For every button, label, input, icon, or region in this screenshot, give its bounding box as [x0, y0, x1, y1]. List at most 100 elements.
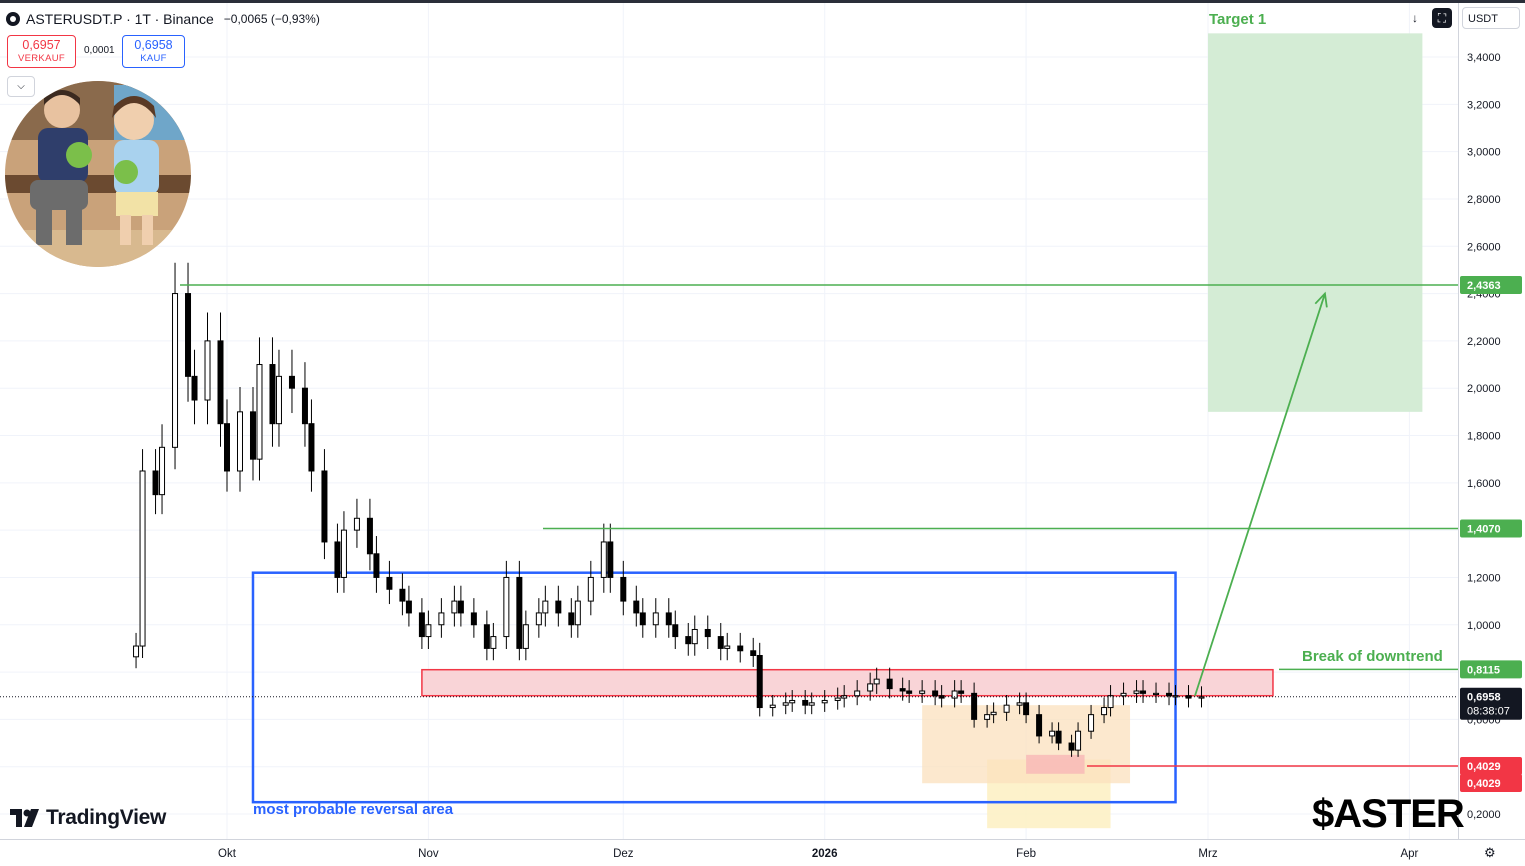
fullscreen-button[interactable]: ⛶: [1432, 8, 1452, 28]
candle-body: [386, 576, 393, 590]
candle-body: [607, 541, 614, 578]
time-tick-label: Apr: [1400, 848, 1418, 860]
candle-body: [1068, 742, 1075, 751]
candle-body: [873, 678, 880, 685]
candle-body: [457, 600, 464, 614]
candle-body: [399, 588, 406, 602]
chevron-down-icon: ⌵: [17, 81, 25, 92]
candle-body: [152, 470, 159, 496]
candle-body: [1049, 730, 1056, 737]
download-button[interactable]: ↓: [1405, 8, 1425, 28]
chart-zones: [251, 33, 1423, 829]
price-tick-label: 2,8000: [1467, 194, 1501, 206]
price-tick-label: 1,8000: [1467, 431, 1501, 443]
reversal-area-label: most probable reversal area: [253, 801, 454, 818]
sell-label: VERKAUF: [18, 53, 65, 64]
candle-body: [139, 470, 146, 647]
breakout-arrow-line: [1194, 293, 1326, 696]
tradingview-logo[interactable]: TradingView: [10, 806, 166, 830]
tradingview-logo-text: TradingView: [46, 806, 167, 829]
time-tick-label: Okt: [218, 848, 237, 860]
last-price-label: 0,6958: [1467, 692, 1501, 704]
buy-price: 0,6958: [134, 38, 173, 52]
tradingview-logo-icon: [10, 809, 39, 827]
price-line-tag: [1460, 519, 1522, 538]
candle-body: [971, 692, 978, 720]
candle-body: [802, 699, 809, 706]
price-chart[interactable]: 0,20000,40000,60000,80001,00001,20001,40…: [0, 3, 1525, 866]
candle-body: [685, 636, 692, 645]
red-low-zone: [1026, 754, 1085, 774]
candle-body: [652, 612, 659, 626]
candle-body: [568, 612, 575, 626]
candle-body: [159, 446, 166, 496]
aster-watermark: $ASTER: [1312, 792, 1465, 836]
candle-body: [321, 470, 328, 543]
candle-body: [1003, 704, 1010, 713]
price-line-tag: [1460, 275, 1522, 294]
candle-body: [542, 600, 549, 614]
price-tick-label: 1,6000: [1467, 478, 1501, 490]
price-line-tag-label: 1,4070: [1467, 523, 1501, 535]
candle-body: [334, 541, 341, 578]
candle-body: [1198, 696, 1205, 699]
candle-body: [340, 529, 347, 578]
candle-body: [919, 690, 926, 694]
price-line-tag: [1460, 660, 1522, 679]
price-line-tag-label: 0,4029: [1467, 778, 1501, 790]
price-tick-label: 2,2000: [1467, 336, 1501, 348]
candle-body: [1016, 702, 1023, 706]
price-line-tag-label: 0,8115: [1467, 664, 1500, 676]
candle-body: [834, 697, 841, 701]
time-tick-label: Mrz: [1198, 848, 1217, 860]
candle-body: [490, 636, 497, 649]
candle-body: [438, 612, 445, 626]
gear-icon: ⚙: [1484, 845, 1496, 860]
candle-body: [470, 612, 477, 626]
price-axis: 0,20000,40000,60000,80001,00001,20001,40…: [1458, 3, 1525, 839]
candle-body: [886, 678, 893, 690]
candle-body: [691, 628, 698, 645]
candle-body: [633, 600, 640, 614]
countdown-label: 08:38:07: [1467, 706, 1510, 718]
candle-body: [620, 576, 627, 602]
candle-body: [503, 576, 510, 638]
candle-body: [906, 690, 913, 694]
candle-body: [249, 411, 256, 460]
candle-body: [425, 624, 432, 638]
candle-body: [405, 600, 412, 614]
candle-body: [854, 690, 861, 697]
candle-body: [750, 650, 757, 657]
symbol-title[interactable]: ASTERUSDT.P · 1T · Binance: [26, 11, 214, 27]
currency-select[interactable]: USDT: [1462, 7, 1520, 29]
candle-body: [522, 624, 529, 649]
candle-body: [665, 612, 672, 626]
candle-body: [308, 423, 315, 472]
candle-body: [867, 683, 874, 692]
target-zone: [1208, 33, 1423, 412]
settings-button[interactable]: ⚙: [1484, 845, 1496, 861]
price-tick-label: 2,0000: [1467, 383, 1501, 395]
candle-body: [899, 688, 906, 692]
candle-body: [256, 364, 263, 460]
buy-button[interactable]: 0,6958 KAUF: [122, 35, 185, 68]
time-tick-label: Dez: [613, 848, 634, 860]
candle-body: [958, 690, 965, 694]
candle-body: [932, 690, 939, 697]
candle-body: [782, 702, 789, 706]
last-price-tag: [1460, 687, 1522, 720]
price-tick-label: 3,0000: [1467, 147, 1501, 159]
window-top-bar: [0, 0, 1525, 3]
candle-body: [1023, 702, 1030, 716]
candle-body: [724, 645, 731, 649]
candle-body: [587, 576, 594, 602]
candle-body: [808, 702, 815, 706]
candle-body: [990, 711, 997, 716]
candle-body: [516, 576, 523, 649]
sell-button[interactable]: 0,6957 VERKAUF: [7, 35, 76, 68]
collapse-button[interactable]: ⌵: [7, 76, 35, 97]
candle-body: [951, 690, 958, 699]
candle-body: [353, 517, 360, 531]
candle-body: [185, 293, 192, 377]
candle-body: [191, 375, 198, 401]
